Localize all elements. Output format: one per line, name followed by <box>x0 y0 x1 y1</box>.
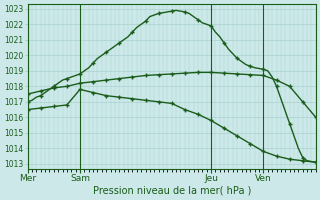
X-axis label: Pression niveau de la mer( hPa ): Pression niveau de la mer( hPa ) <box>92 186 251 196</box>
